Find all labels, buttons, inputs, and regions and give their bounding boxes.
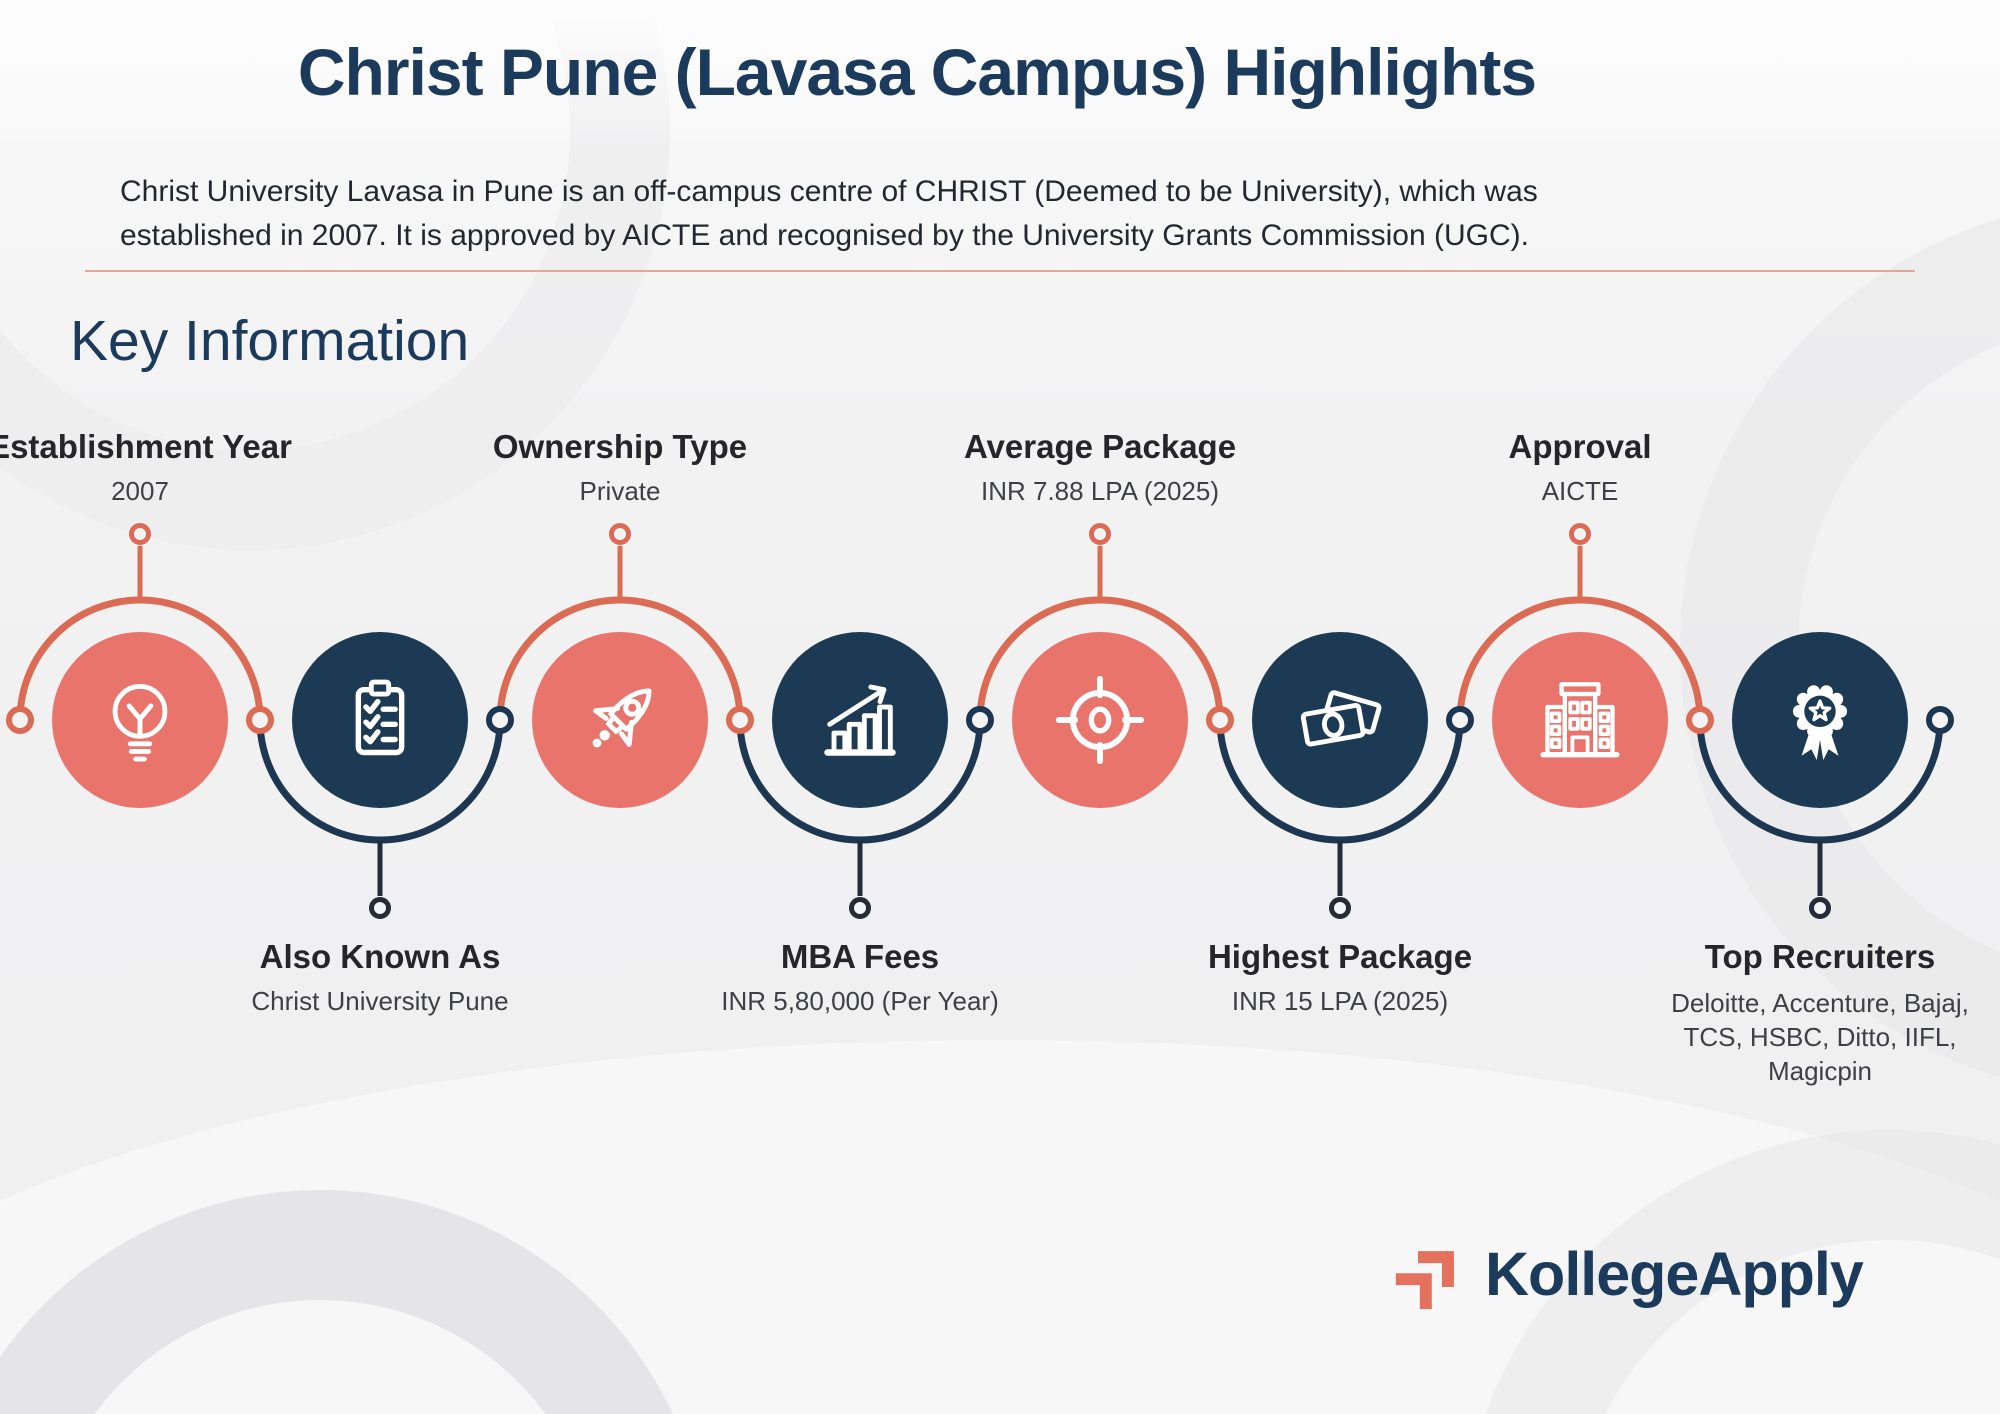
timeline-node	[1492, 632, 1668, 808]
divider-line	[85, 270, 1915, 272]
item-label: Ownership Type	[492, 428, 748, 465]
timeline-node	[1732, 632, 1908, 808]
item-value: INR 15 LPA (2025)	[1231, 986, 1449, 1016]
item-label: MBA Fees	[780, 938, 940, 975]
item-label: Average Package	[963, 428, 1237, 465]
timeline-node	[532, 632, 708, 808]
target-crosshair-icon	[1055, 675, 1145, 765]
timeline-node	[1012, 632, 1188, 808]
lightbulb-icon	[112, 683, 168, 762]
item-value: Christ University Pune	[251, 986, 509, 1016]
page-description: Christ University Lavasa in Pune is an o…	[120, 170, 1538, 258]
timeline-node	[292, 632, 468, 808]
brand-chevrons-icon	[1395, 1251, 1454, 1310]
section-heading: Key Information	[70, 309, 470, 373]
item-value: Private	[579, 476, 661, 506]
rocket-icon	[592, 688, 652, 748]
item-value: 2007	[111, 476, 169, 506]
item-value: AICTE	[1541, 476, 1619, 506]
description-line-2: established in 2007. It is approved by A…	[120, 219, 1529, 252]
award-ribbon-icon	[1792, 685, 1848, 761]
brand-logo: KollegeApply	[1385, 1228, 1864, 1320]
item-label: Also Known As	[259, 938, 501, 975]
banknotes-icon	[1300, 690, 1382, 747]
item-label: Approval	[1508, 428, 1652, 465]
timeline-node	[1252, 632, 1428, 808]
page-title: Christ Pune (Lavasa Campus) Highlights	[297, 35, 1537, 109]
item-label: Top Recruiters	[1704, 938, 1936, 975]
item-label: Highest Package	[1207, 938, 1473, 975]
timeline-node	[772, 632, 948, 808]
brand-name: KollegeApply	[1485, 1240, 1864, 1308]
clipboard-checklist-icon	[355, 679, 405, 756]
item-value: INR 5,80,000 (Per Year)	[721, 986, 999, 1016]
item-label: Establishment Year	[0, 428, 292, 465]
building-icon	[1540, 682, 1620, 758]
timeline-node	[52, 632, 228, 808]
item-value: INR 7.88 LPA (2025)	[981, 476, 1219, 506]
description-line-1: Christ University Lavasa in Pune is an o…	[120, 175, 1538, 208]
item-value: Deloitte, Accenture, Bajaj, TCS, HSBC, D…	[1671, 988, 1969, 1086]
bar-chart-growth-icon	[824, 684, 896, 756]
